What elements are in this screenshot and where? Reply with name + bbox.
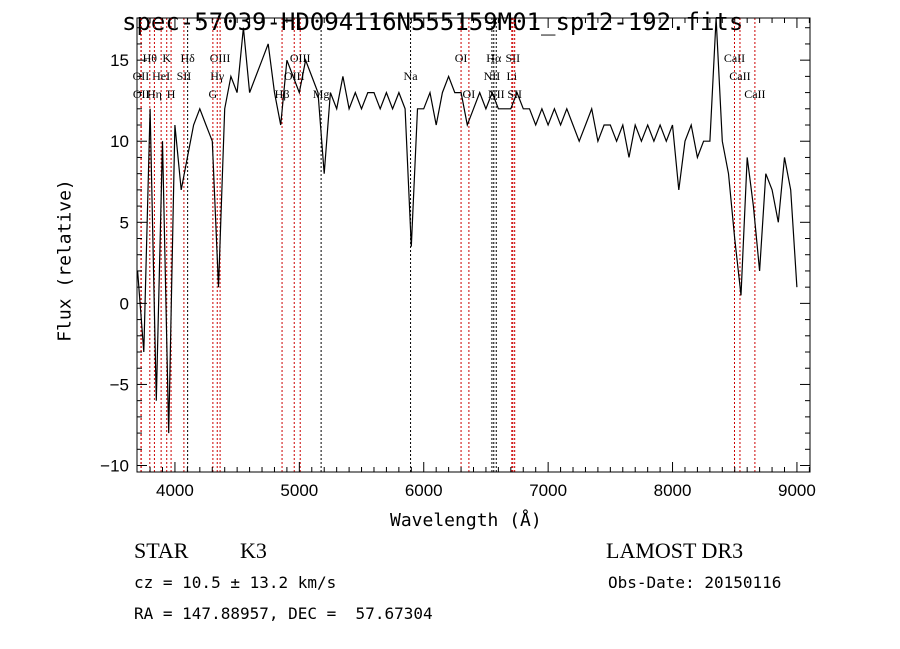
y-tick-label: 5 — [120, 213, 129, 232]
spectral-line-label: Hβ — [275, 87, 290, 101]
spectral-line-label: NII — [488, 87, 505, 101]
spectral-line-label: OI — [455, 51, 468, 65]
y-tick-label: −5 — [110, 375, 129, 394]
spectral-line-label: Hγ — [210, 69, 225, 83]
spectral-line-label: Li — [506, 69, 517, 83]
y-tick-label: 15 — [110, 51, 129, 70]
spectral-line-label: Hη — [147, 87, 162, 101]
spectral-line-label: CaII — [724, 51, 745, 65]
redshift-text: cz = 10.5 ± 13.2 km/s — [134, 573, 337, 592]
chart-title: spec-57039-HD094116N555159M01_sp12-192.f… — [122, 8, 744, 36]
y-tick-label: −10 — [100, 457, 129, 476]
x-tick-label: 7000 — [529, 481, 567, 500]
spectral-line-label: NII — [484, 69, 501, 83]
x-tick-label: 8000 — [654, 481, 692, 500]
spectral-line-label: Hα — [486, 51, 502, 65]
x-axis-label: Wavelength (Å) — [390, 510, 542, 531]
y-tick-label: 10 — [110, 132, 129, 151]
y-axis-label: Flux (relative) — [54, 179, 76, 342]
spectral-line-label: OIII — [210, 51, 231, 65]
spectral-line-label: K — [162, 51, 171, 65]
spectral-line-label: OIII — [284, 69, 305, 83]
object-class: STAR — [134, 538, 189, 563]
spectrum-line — [137, 17, 798, 434]
spectral-line-label: SII — [177, 69, 192, 83]
coordinates-text: RA = 147.88957, DEC = 57.67304 — [134, 604, 433, 623]
x-tick-label: 6000 — [405, 481, 443, 500]
spectral-line-label: CaII — [744, 87, 765, 101]
x-tick-label: 5000 — [280, 481, 318, 500]
spectral-line-label: HeI — [152, 69, 170, 83]
x-tick-label: 4000 — [156, 481, 194, 500]
object-subclass: K3 — [240, 538, 267, 563]
spectral-line-label: Hδ — [180, 51, 195, 65]
survey-label: LAMOST DR3 — [606, 538, 744, 563]
obs-date: Obs-Date: 20150116 — [608, 573, 782, 592]
spectral-line-label: OI — [463, 87, 476, 101]
spectral-line-label: OIII — [290, 51, 311, 65]
spectral-line-label: Hθ — [143, 51, 158, 65]
spectral-line-label: SII — [505, 51, 520, 65]
y-tick-label: 0 — [120, 294, 129, 313]
spectral-line-label: H — [167, 87, 176, 101]
spectral-line-label: G — [209, 87, 218, 101]
spectral-line-label: Na — [404, 69, 419, 83]
spectral-line-label: Mg — [313, 87, 330, 101]
spectral-line-label: CaII — [729, 69, 750, 83]
x-tick-label: 9000 — [778, 481, 816, 500]
